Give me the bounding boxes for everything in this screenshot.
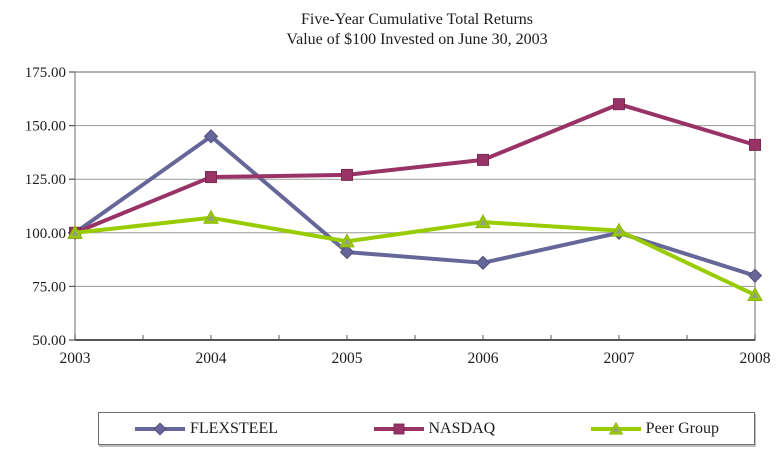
legend-label-flexsteel: FLEXSTEEL bbox=[190, 419, 278, 437]
legend-label-peer-group: Peer Group bbox=[645, 419, 719, 437]
chart-title-line2: Value of $100 Invested on June 30, 2003 bbox=[286, 31, 548, 48]
svg-text:2006: 2006 bbox=[468, 350, 499, 367]
peer-group-line-marker-icon bbox=[590, 421, 641, 434]
chart-plot-area: 50.00 75.00 100.00 125.00 150.00 175.00 2003 20… bbox=[25, 65, 771, 367]
chart-title: Five-Year Cumulative Total Returns Value… bbox=[75, 10, 759, 50]
svg-text:2005: 2005 bbox=[332, 350, 363, 367]
legend-item-flexsteel: FLEXSTEEL bbox=[134, 420, 278, 438]
chart-legend: FLEXSTEEL NASDAQ Peer Group bbox=[98, 412, 755, 445]
svg-text:2007: 2007 bbox=[604, 350, 635, 367]
chart-title-line1: Five-Year Cumulative Total Returns bbox=[300, 11, 534, 28]
svg-text:125.00: 125.00 bbox=[25, 172, 66, 188]
svg-text:2004: 2004 bbox=[196, 350, 227, 367]
legend-item-peer-group: Peer Group bbox=[590, 420, 719, 438]
svg-text:100.00: 100.00 bbox=[25, 226, 66, 242]
svg-text:2008: 2008 bbox=[740, 350, 771, 367]
svg-text:75.00: 75.00 bbox=[32, 279, 66, 295]
svg-text:150.00: 150.00 bbox=[25, 119, 66, 135]
legend-label-nasdaq: NASDAQ bbox=[428, 419, 496, 437]
nasdaq-line-marker-icon bbox=[373, 423, 424, 434]
svg-text:2003: 2003 bbox=[60, 350, 91, 367]
legend-item-nasdaq: NASDAQ bbox=[373, 419, 496, 438]
svg-text:50.00: 50.00 bbox=[32, 333, 66, 349]
svg-text:175.00: 175.00 bbox=[25, 65, 66, 81]
flexsteel-line-marker-icon bbox=[135, 421, 185, 436]
